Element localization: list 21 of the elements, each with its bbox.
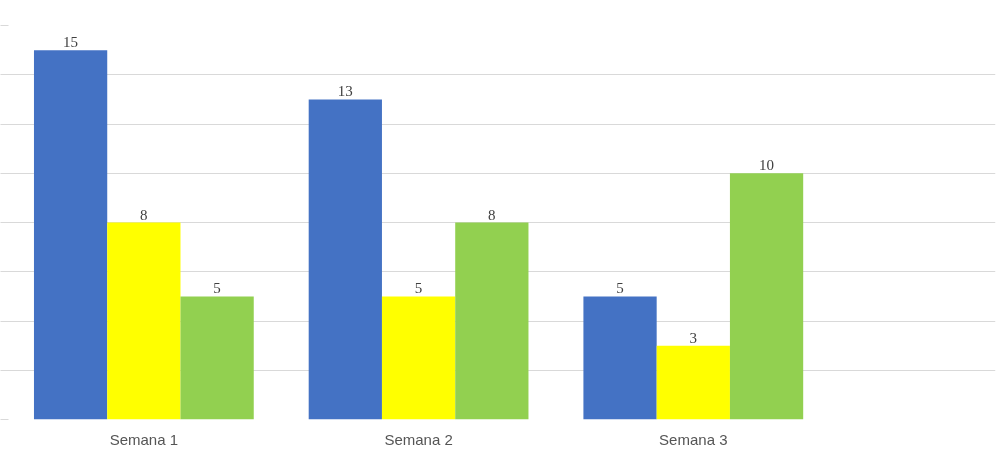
data-label: 3 <box>689 329 698 346</box>
x-tick-label: Semana 3 <box>659 430 728 448</box>
bar <box>455 222 529 420</box>
bar <box>381 296 456 420</box>
bar <box>729 173 804 420</box>
x-tick-label: Semana 2 <box>384 430 453 448</box>
data-label: 13 <box>337 83 353 100</box>
data-label: 8 <box>140 206 148 223</box>
data-label: 10 <box>759 157 775 174</box>
data-label: 8 <box>488 206 496 223</box>
data-label: 5 <box>616 280 624 297</box>
bar <box>107 222 181 420</box>
data-label: 5 <box>414 280 423 297</box>
bar <box>33 50 108 420</box>
data-label: 15 <box>63 34 79 51</box>
bar <box>583 296 657 420</box>
bar <box>180 296 254 420</box>
data-label: 5 <box>213 280 221 297</box>
bar <box>308 99 382 420</box>
x-tick-label: Semana 1 <box>109 430 179 448</box>
bar <box>656 345 730 420</box>
